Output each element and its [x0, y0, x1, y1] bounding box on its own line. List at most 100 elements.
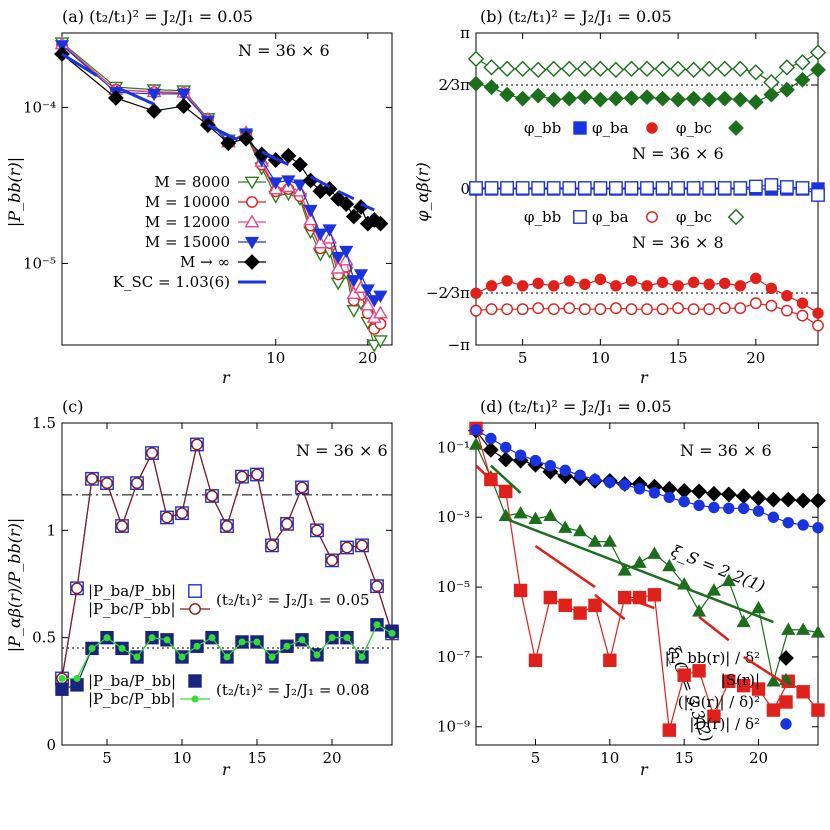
series-1 [56, 438, 398, 685]
legend-label: |D(r)| / δ² [689, 715, 760, 733]
data-point [796, 297, 809, 309]
data-point [747, 94, 764, 111]
x-tick-label: 5 [102, 749, 112, 767]
data-point [528, 511, 543, 524]
data-point [338, 196, 355, 213]
data-point [607, 61, 625, 79]
data-point [812, 319, 824, 332]
data-point [163, 636, 171, 644]
data-point [330, 260, 346, 274]
y-tick-label: 1.5 [32, 414, 56, 432]
data-point [516, 280, 529, 292]
legend-marker [727, 208, 745, 226]
data-point [146, 447, 158, 459]
data-point [676, 482, 693, 499]
legend-marker [573, 210, 587, 224]
data-point [558, 520, 573, 533]
data-point [579, 278, 591, 291]
data-point [322, 224, 337, 237]
data-point [594, 303, 607, 316]
data-point [593, 181, 608, 195]
panel-d-xlabel: r [640, 760, 649, 779]
panel-b-ylabel: φ_αβ(r) [413, 162, 432, 221]
data-point [499, 484, 513, 499]
legend-marker [780, 718, 792, 730]
data-point [573, 523, 588, 537]
data-point [656, 276, 669, 289]
data-point [544, 459, 557, 472]
data-point [604, 476, 616, 489]
data-point [266, 539, 278, 552]
data-point [587, 534, 603, 547]
data-point [781, 304, 793, 317]
data-point [603, 653, 617, 667]
data-point [691, 483, 707, 500]
legend-marker [646, 122, 658, 134]
panel-d-title: (d) (t₂/t₁)² = J₂/J₁ = 0.05 [480, 397, 672, 416]
y-tick-label: π [460, 24, 470, 42]
plot-frame [475, 422, 819, 746]
data-point [513, 583, 528, 598]
data-point [545, 91, 562, 108]
legend-marker [244, 254, 260, 270]
legend-label: |S(r)| [721, 671, 760, 689]
data-point [514, 90, 531, 107]
data-point [303, 212, 318, 226]
data-point [148, 634, 156, 642]
data-point [485, 303, 498, 316]
data-point [692, 664, 706, 678]
y-tick-label: 0.5 [32, 629, 56, 647]
panel-b-xlabel: r [640, 368, 649, 387]
series-3 [469, 178, 825, 202]
data-point [513, 506, 528, 519]
data-point [716, 90, 733, 107]
legend-marker [778, 650, 794, 666]
data-point [766, 703, 781, 717]
data-point [811, 188, 825, 202]
data-point [562, 181, 577, 195]
legend-label: |P_ba/P_bb| [88, 672, 176, 690]
data-point [251, 468, 263, 481]
data-point [528, 653, 543, 667]
data-point [797, 519, 809, 531]
panel-a-inset: N = 36 × 6 [238, 41, 330, 60]
data-point [353, 199, 369, 215]
data-point [292, 156, 308, 173]
data-point [548, 280, 560, 292]
data-point [360, 297, 376, 311]
data-point [732, 60, 749, 78]
panel-a-title: (a) (t₂/t₁)² = J₂/J₁ = 0.05 [62, 7, 253, 26]
legend-c: |P_ba/P_bb||P_bc/P_bb| (t₂/t₁)² = J₂/J₁ =… [88, 582, 370, 708]
data-point [654, 90, 671, 107]
data-point [662, 723, 677, 737]
data-point [794, 71, 811, 88]
panel-a-ylabel: |P_bb(r)| [5, 157, 24, 227]
data-point [781, 622, 796, 635]
data-point [470, 304, 482, 317]
data-point [609, 181, 623, 195]
plot-a: 10 20 10⁻⁴ 10⁻⁵ [23, 32, 393, 367]
data-point [608, 90, 624, 107]
x-tick-label: 10 [266, 349, 285, 367]
legend-label: M = 12000 [145, 213, 230, 231]
legend-marker [573, 121, 587, 135]
legend-label: φ_ba [592, 208, 629, 226]
fit-segment [594, 593, 626, 621]
data-point [268, 177, 283, 190]
legend-marker [189, 603, 201, 615]
y-tick-label: 0 [460, 180, 470, 198]
data-point [662, 558, 677, 572]
legend-marker [728, 120, 744, 136]
data-point [669, 60, 687, 78]
panel-b-title: (b) (t₂/t₁)² = J₂/J₁ = 0.05 [480, 7, 672, 26]
data-point [720, 486, 737, 503]
fit-segment [337, 189, 355, 201]
data-point [501, 303, 513, 316]
data-point [751, 682, 766, 696]
legend-label: φ_bc [676, 208, 712, 226]
fit-segment [742, 655, 789, 687]
fit-segment [309, 175, 331, 189]
data-point [484, 181, 499, 195]
data-point [795, 492, 812, 509]
data-point [749, 297, 762, 310]
